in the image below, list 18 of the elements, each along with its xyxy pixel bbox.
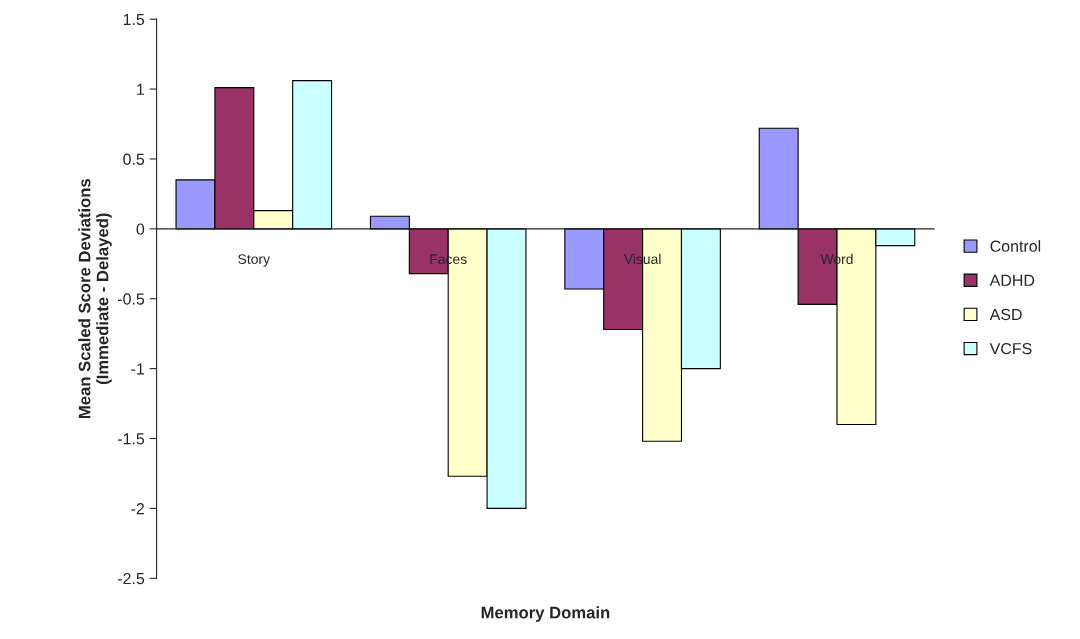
y-tick-label: 0.5 <box>123 153 145 165</box>
y-tick-label: -1 <box>131 363 145 375</box>
y-tick-label: 1 <box>137 83 145 95</box>
y-tick-label: 1.5 <box>123 13 145 26</box>
legend-label: ASD <box>989 308 1022 321</box>
x-tick-label: Story <box>238 254 270 267</box>
x-tick-label: Faces <box>430 254 467 265</box>
y-tick-label: -2.5 <box>117 572 145 585</box>
legend-label: ADHD <box>989 274 1035 286</box>
y-tick-label: -1.5 <box>117 433 145 445</box>
x-tick-label: Visual <box>623 253 661 265</box>
y-tick-label: 0 <box>136 223 145 235</box>
y-tick-label: -2 <box>131 503 144 515</box>
legend-label: Control <box>990 240 1041 252</box>
x-axis-title: Memory Domain <box>481 606 610 622</box>
y-axis-title: Mean Scaled Score Deviations (Immediate - Delayed) <box>78 178 112 419</box>
y-tick-label: -0.5 <box>117 293 145 305</box>
legend-label: VCFS <box>989 342 1032 355</box>
